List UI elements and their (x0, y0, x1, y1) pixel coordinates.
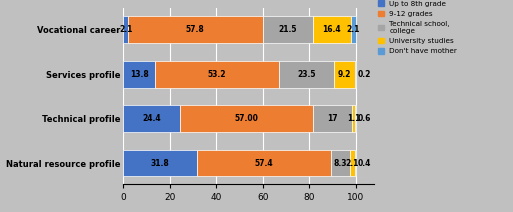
Text: 8.3: 8.3 (333, 159, 347, 168)
Text: 57.8: 57.8 (186, 25, 205, 34)
Text: 2.1: 2.1 (346, 25, 360, 34)
Bar (354, 105, 356, 132)
Text: 9.2: 9.2 (338, 70, 351, 79)
Text: 24.4: 24.4 (142, 114, 161, 123)
Text: 1.1: 1.1 (347, 114, 360, 123)
Bar (312, 17, 351, 43)
Bar (352, 105, 354, 132)
Bar (123, 17, 128, 43)
Text: 21.5: 21.5 (279, 25, 297, 34)
Text: 31.8: 31.8 (151, 159, 169, 168)
Text: 2.1: 2.1 (346, 159, 359, 168)
Bar (279, 61, 334, 88)
Bar (351, 17, 356, 43)
Bar (123, 105, 180, 132)
Text: 57.4: 57.4 (254, 159, 273, 168)
Text: 0.6: 0.6 (358, 114, 371, 123)
Bar (350, 150, 355, 176)
Bar (263, 17, 312, 43)
Text: 0.4: 0.4 (358, 159, 371, 168)
Bar (123, 61, 155, 88)
Text: 23.5: 23.5 (297, 70, 315, 79)
Bar (331, 150, 350, 176)
Bar (123, 150, 197, 176)
Bar (128, 17, 263, 43)
Legend: Up to 8th grade, 9-12 grades, Technical school,
college, University studies, Don: Up to 8th grade, 9-12 grades, Technical … (377, 0, 458, 55)
Text: 13.8: 13.8 (130, 70, 149, 79)
Bar (197, 150, 331, 176)
Bar (312, 105, 352, 132)
Text: 2.1: 2.1 (119, 25, 132, 34)
Text: 16.4: 16.4 (322, 25, 341, 34)
Bar (155, 61, 279, 88)
Bar (180, 105, 312, 132)
Bar (355, 150, 356, 176)
Text: 57.00: 57.00 (234, 114, 258, 123)
Text: 17: 17 (327, 114, 338, 123)
Text: 0.2: 0.2 (358, 70, 371, 79)
Text: 53.2: 53.2 (208, 70, 226, 79)
Bar (334, 61, 355, 88)
